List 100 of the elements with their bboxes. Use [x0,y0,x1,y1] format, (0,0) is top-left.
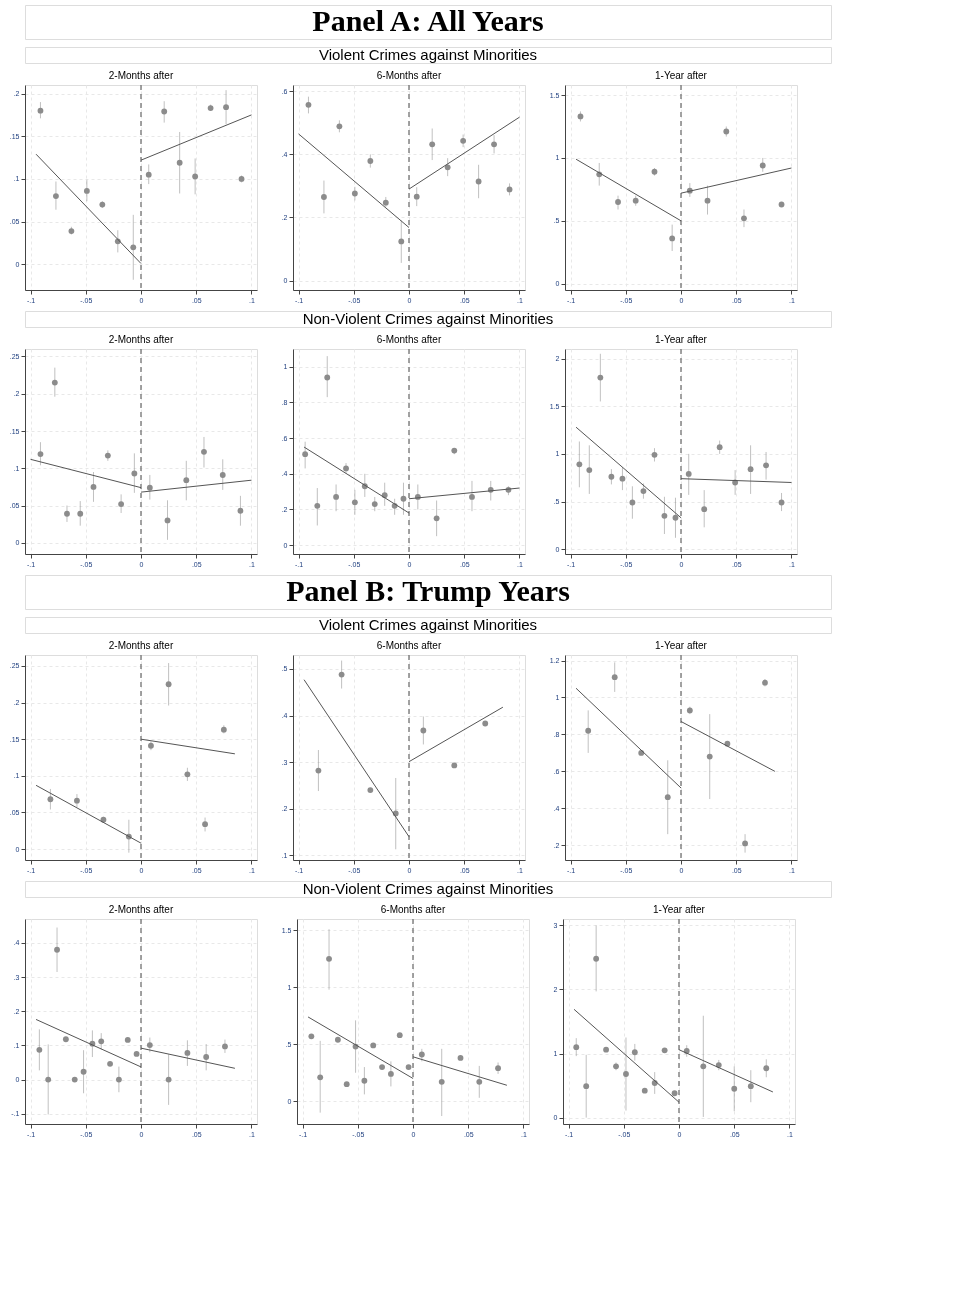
point [223,104,229,111]
point [669,235,676,242]
point [351,190,358,197]
point [133,1051,140,1057]
point [457,1055,464,1061]
point [585,727,592,734]
point [107,1060,113,1067]
point [71,1076,78,1083]
point [405,1064,412,1070]
point [184,1050,191,1056]
point [701,506,708,513]
point [741,215,747,222]
point [80,1068,87,1075]
point [124,1037,131,1043]
point [619,475,626,482]
point [615,199,621,205]
point [237,507,244,514]
point [51,379,58,386]
text: Panel A: All Years [312,4,544,37]
point [700,1063,707,1070]
point [192,173,199,180]
point [165,1076,172,1083]
point [747,1083,754,1090]
point [367,158,374,164]
point [444,164,451,171]
point [476,1078,483,1085]
chart-title: Violent Crimes against Minorities [318,46,538,63]
point [672,514,679,521]
chart-subtitle: 2-Months after [108,904,174,916]
point [317,1074,324,1081]
point [460,137,467,144]
point [576,461,583,468]
chart-subtitle: 2-Months after [108,640,174,652]
point [420,727,427,734]
point [131,470,138,477]
point [36,1046,43,1053]
point [370,1042,377,1049]
point [583,1083,590,1090]
chart-subtitle: 1-Year after [655,640,708,652]
point [54,946,60,953]
point [326,955,332,962]
point [640,488,647,494]
point [161,108,168,115]
point [731,1085,738,1092]
point [219,472,226,478]
point [361,1077,368,1084]
point [438,1078,445,1085]
point [184,771,191,778]
point [742,840,748,847]
point [336,123,343,130]
point [305,101,312,108]
point [671,1090,678,1097]
point [130,244,137,251]
point [202,821,208,828]
point [338,671,345,678]
point [315,767,322,774]
point [37,107,44,114]
point [146,1042,153,1048]
point [400,495,407,502]
point [324,374,331,381]
chart-title: Non-Violent Crimes against Minorities [302,880,554,897]
point [641,1087,648,1094]
point [83,188,90,194]
point [747,466,754,473]
point [398,238,405,245]
point [597,374,604,381]
point [623,1071,629,1077]
point [396,1032,403,1039]
point [451,762,458,769]
point [222,1043,228,1050]
point [433,515,440,522]
point [334,1036,341,1043]
point [47,796,54,803]
point [118,501,125,507]
point [343,1081,350,1088]
point [115,1076,122,1083]
point [506,186,513,193]
point [98,1038,105,1045]
point [74,797,80,804]
point [45,1076,52,1083]
point [387,1070,394,1077]
text: Panel B: Trump Years [286,574,570,607]
chart-subtitle: 1-Year after [655,334,708,346]
chart-subtitle: 6-Months after [376,334,442,346]
point [661,512,668,519]
point [603,1046,609,1053]
chart-title: Violent Crimes against Minorities [318,616,538,633]
point [611,674,618,681]
chart-subtitle: 2-Months after [108,70,174,82]
point [716,444,723,451]
point [664,794,671,801]
chart-subtitle: 6-Months after [376,640,442,652]
point [37,451,44,458]
point [491,141,497,148]
point [367,787,374,794]
point [706,753,713,760]
point [201,448,207,455]
point [418,1051,425,1058]
point [475,178,482,185]
point [573,1044,580,1051]
